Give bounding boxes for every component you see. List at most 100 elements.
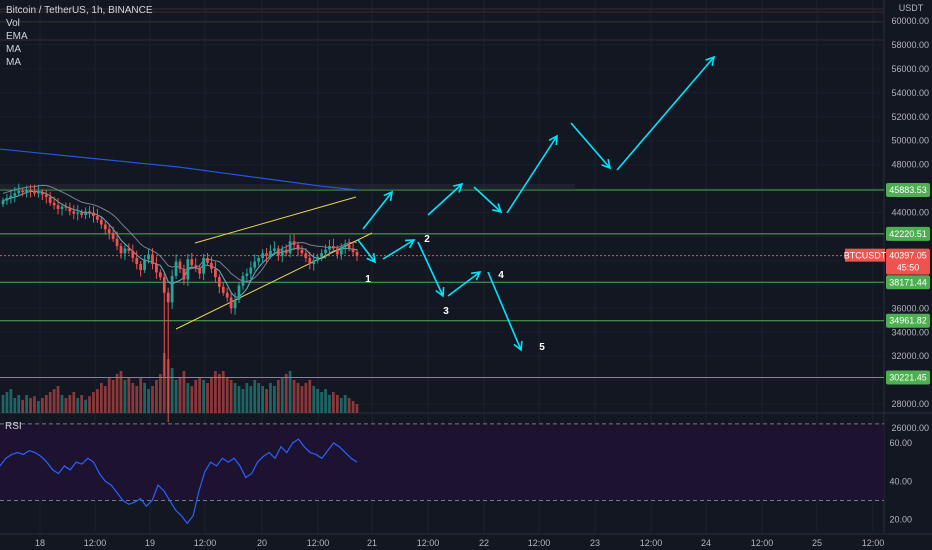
candle-body	[249, 267, 253, 274]
wave-label: 5	[539, 342, 545, 353]
candles[interactable]	[1, 183, 359, 423]
price-tick-label: 34000.00	[891, 327, 929, 337]
wave-labels: 1 2 3 4 5	[365, 234, 545, 353]
candle-body	[269, 250, 272, 256]
volume-bar	[225, 377, 229, 413]
price-tick-label: 44000.00	[891, 208, 929, 218]
candle-body	[99, 219, 103, 225]
volume-bar	[44, 395, 48, 413]
projection-arrow	[447, 271, 481, 297]
volume-bar	[253, 380, 257, 413]
volume-bar	[257, 383, 261, 413]
indicator-ma-1[interactable]: MA	[6, 44, 21, 55]
candle-body	[17, 190, 21, 194]
candle-body	[52, 202, 56, 206]
volume-bar	[158, 374, 162, 413]
candle-body	[324, 249, 327, 254]
time-tick-label: 23	[590, 538, 600, 548]
candle-body	[155, 264, 158, 273]
arrow-head	[435, 286, 445, 298]
price-tick-label: 52000.00	[891, 112, 929, 122]
candle-body	[280, 249, 284, 256]
time-tick-label: 12:00	[417, 538, 440, 548]
price-tick-label: 56000.00	[891, 64, 929, 74]
candle-body	[308, 258, 312, 265]
volume-bar	[115, 374, 119, 413]
candle-body	[103, 224, 107, 230]
volume-bar	[186, 383, 190, 413]
price-tick-label: 48000.00	[891, 160, 929, 170]
time-tick-label: 20	[257, 538, 267, 548]
symbol-title[interactable]: Bitcoin / TetherUS, 1h, BINANCE	[6, 5, 153, 16]
candle-body	[162, 277, 166, 293]
candle-body	[182, 268, 186, 280]
volume-bar	[249, 386, 253, 413]
rsi-title[interactable]: RSI	[5, 421, 22, 432]
volume-bar	[304, 383, 308, 413]
indicator-ma-2[interactable]: MA	[6, 57, 21, 68]
time-tick-label: 12:00	[751, 538, 774, 548]
rsi-tick-label: 40.00	[889, 476, 912, 486]
arrow-head	[601, 159, 612, 170]
volume-bar	[194, 380, 198, 413]
projection-arrows[interactable]	[357, 55, 716, 352]
volume-bar	[143, 383, 146, 413]
arrow-head	[548, 134, 558, 146]
volume-bar	[107, 377, 111, 413]
time-axis[interactable]: 18 12:00 19 12:00 20 12:00 21 12:00 22 12:00 23 12:…	[35, 538, 884, 548]
price-tick-label: 50000.00	[891, 136, 929, 146]
horizontal-levels[interactable]	[0, 183, 884, 378]
candle-body	[33, 190, 36, 194]
candle-body	[276, 248, 280, 256]
indicator-vol[interactable]: Vol	[6, 18, 20, 29]
arrow-head	[470, 270, 482, 281]
rsi-background	[0, 423, 884, 501]
volume-bar	[155, 380, 158, 413]
level-tag-label: 45883.53	[889, 185, 927, 195]
resistance-zone	[0, 183, 575, 190]
volume-bar	[162, 353, 166, 413]
arrow-head	[453, 182, 464, 193]
volume-bar	[351, 401, 355, 413]
last-price-tag	[886, 248, 930, 275]
arrow-head	[366, 252, 377, 264]
candle-body	[233, 299, 237, 309]
volume-bar	[5, 392, 9, 413]
currency-label: USDT	[899, 3, 924, 13]
time-tick-label: 12:00	[862, 538, 885, 548]
volume-bar	[320, 392, 323, 413]
candle-body	[131, 250, 135, 259]
volume-bar	[202, 380, 205, 413]
volume-bar	[135, 386, 139, 413]
time-tick-label: 21	[367, 538, 377, 548]
candle-body	[84, 211, 87, 215]
candle-body	[339, 247, 343, 255]
volume-bar	[76, 398, 80, 413]
symbol-tag	[845, 248, 885, 262]
price-tick-label: 36000.00	[891, 303, 929, 313]
candle-body	[328, 246, 331, 250]
volume-bar	[88, 396, 91, 413]
rising-wedge[interactable]	[175, 196, 373, 330]
time-tick-label: 22	[479, 538, 489, 548]
projection-arrow	[357, 239, 376, 263]
price-tags: 45883.53 42220.51 38171.44 34961.82 30221.45…	[844, 182, 930, 385]
candle-body	[143, 259, 146, 270]
candle-body	[194, 265, 198, 268]
indicator-ema[interactable]: EMA	[6, 31, 28, 42]
candle-body	[292, 241, 296, 245]
candle-body	[186, 259, 190, 280]
volume-bar	[229, 380, 233, 413]
time-tick-label: 19	[145, 538, 155, 548]
projection-arrow	[570, 122, 611, 169]
candle-body	[343, 244, 347, 248]
volume-bar	[265, 389, 268, 413]
time-tick-label: 12:00	[640, 538, 663, 548]
projection-arrow	[473, 186, 502, 213]
volume-bar	[324, 389, 327, 413]
volume-bar	[206, 383, 209, 413]
wave-label: 2	[424, 234, 430, 245]
candle-body	[335, 248, 339, 255]
time-tick-label: 24	[701, 538, 711, 548]
